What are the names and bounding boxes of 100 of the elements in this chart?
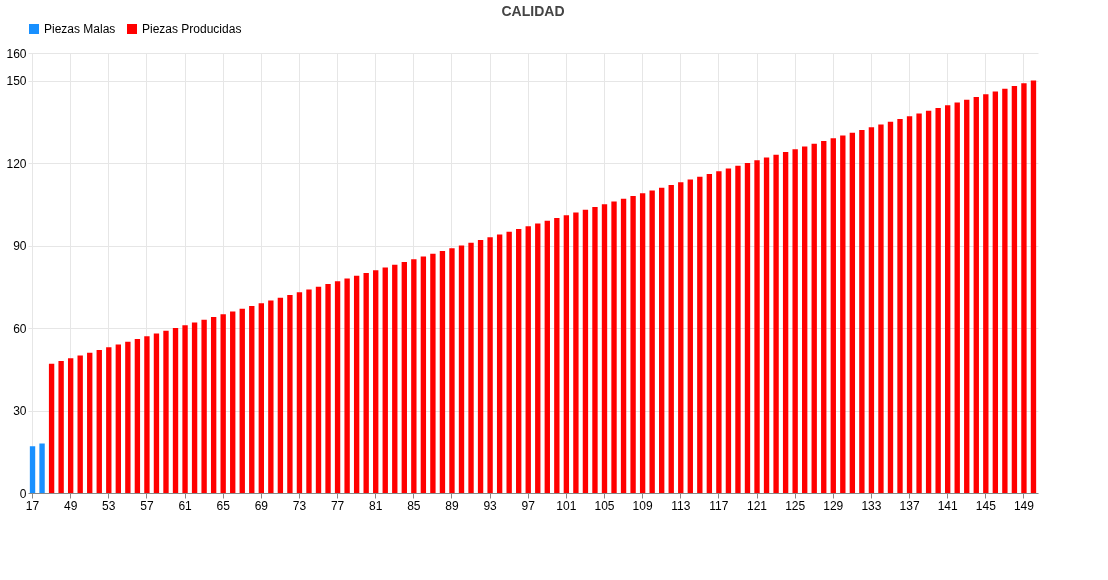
bar bbox=[592, 207, 598, 493]
bar bbox=[973, 97, 979, 493]
x-tick-label: 133 bbox=[861, 498, 882, 513]
x-tick-label: 53 bbox=[102, 498, 116, 513]
bar bbox=[477, 240, 484, 493]
bar bbox=[554, 218, 560, 493]
y-tick-label: 160 bbox=[6, 46, 27, 61]
bar bbox=[96, 350, 102, 493]
bar bbox=[525, 226, 531, 493]
bar bbox=[697, 176, 703, 493]
bar bbox=[268, 300, 274, 493]
bar bbox=[725, 168, 732, 493]
bar bbox=[258, 303, 264, 493]
x-tick-label: 65 bbox=[216, 498, 231, 513]
bar bbox=[87, 352, 93, 493]
bar bbox=[373, 270, 379, 493]
bar bbox=[39, 443, 45, 493]
x-tick-label: 85 bbox=[407, 498, 421, 513]
bar bbox=[353, 275, 360, 493]
bar bbox=[182, 325, 188, 493]
x-tick-label: 101 bbox=[556, 498, 577, 513]
bar bbox=[573, 212, 579, 493]
bar bbox=[906, 116, 913, 493]
bar bbox=[411, 259, 417, 493]
bar bbox=[77, 355, 83, 493]
bar bbox=[210, 317, 217, 493]
bar bbox=[392, 264, 398, 493]
bar bbox=[535, 223, 541, 493]
y-tick-label: 150 bbox=[6, 74, 27, 88]
bar bbox=[582, 209, 589, 493]
bar bbox=[277, 297, 284, 493]
bar bbox=[363, 273, 369, 493]
bar bbox=[67, 358, 74, 493]
bar bbox=[611, 201, 617, 493]
bar bbox=[763, 157, 770, 493]
x-tick-label: 129 bbox=[823, 498, 844, 513]
bar bbox=[964, 99, 970, 493]
bar bbox=[249, 306, 255, 493]
bar bbox=[449, 248, 455, 493]
x-tick-label: 149 bbox=[1013, 498, 1035, 513]
bar bbox=[792, 149, 798, 493]
x-tick-label: 109 bbox=[632, 498, 653, 513]
bar bbox=[430, 253, 436, 493]
bar bbox=[744, 163, 751, 493]
bar bbox=[868, 127, 875, 493]
bar bbox=[334, 281, 341, 493]
bar bbox=[420, 256, 427, 493]
bar bbox=[945, 105, 951, 493]
bar bbox=[296, 292, 303, 493]
bar bbox=[306, 289, 312, 493]
bar bbox=[401, 262, 407, 493]
y-tick-label: 90 bbox=[13, 239, 27, 253]
bar bbox=[191, 322, 198, 493]
bar bbox=[620, 198, 627, 493]
bar bbox=[754, 160, 760, 493]
bar bbox=[48, 363, 55, 493]
bar bbox=[1011, 86, 1018, 493]
x-tick-label: 89 bbox=[445, 498, 459, 513]
bar bbox=[1002, 88, 1008, 493]
bar bbox=[325, 284, 331, 493]
x-tick-label: 121 bbox=[747, 498, 768, 513]
bar bbox=[201, 319, 207, 493]
x-tick-label: 113 bbox=[671, 498, 691, 513]
bar bbox=[487, 237, 493, 493]
bar bbox=[230, 311, 236, 493]
bar bbox=[897, 119, 903, 493]
bar bbox=[992, 91, 999, 493]
x-tick-label: 77 bbox=[330, 498, 345, 513]
y-tick-label: 120 bbox=[6, 156, 27, 171]
bar bbox=[639, 193, 646, 493]
bar bbox=[706, 174, 713, 493]
bar bbox=[630, 196, 636, 493]
bar bbox=[925, 110, 932, 493]
x-tick-label: 141 bbox=[937, 498, 959, 513]
bar bbox=[106, 347, 112, 493]
x-tick-label: 117 bbox=[709, 498, 729, 513]
bar bbox=[439, 251, 446, 493]
x-tick-label: 97 bbox=[521, 498, 536, 513]
bar bbox=[735, 165, 741, 493]
bar bbox=[859, 130, 865, 493]
legend-label: Piezas Producidas bbox=[142, 22, 242, 36]
bar bbox=[496, 234, 503, 493]
bar bbox=[516, 229, 522, 493]
bar bbox=[125, 341, 131, 493]
x-tick-label: 105 bbox=[594, 498, 615, 513]
bar bbox=[315, 286, 322, 493]
bar bbox=[287, 295, 293, 493]
x-tick-label: 137 bbox=[899, 498, 920, 513]
bar bbox=[878, 124, 884, 493]
legend-label: Piezas Malas bbox=[44, 22, 116, 36]
x-tick-label: 145 bbox=[975, 498, 997, 513]
bar bbox=[954, 102, 960, 493]
bar bbox=[239, 308, 245, 493]
bar bbox=[144, 336, 150, 493]
y-tick-label: 0 bbox=[19, 486, 27, 501]
bar bbox=[935, 108, 941, 493]
bar bbox=[887, 121, 894, 493]
bar bbox=[563, 215, 570, 493]
bar bbox=[830, 138, 836, 493]
bar bbox=[468, 242, 474, 493]
